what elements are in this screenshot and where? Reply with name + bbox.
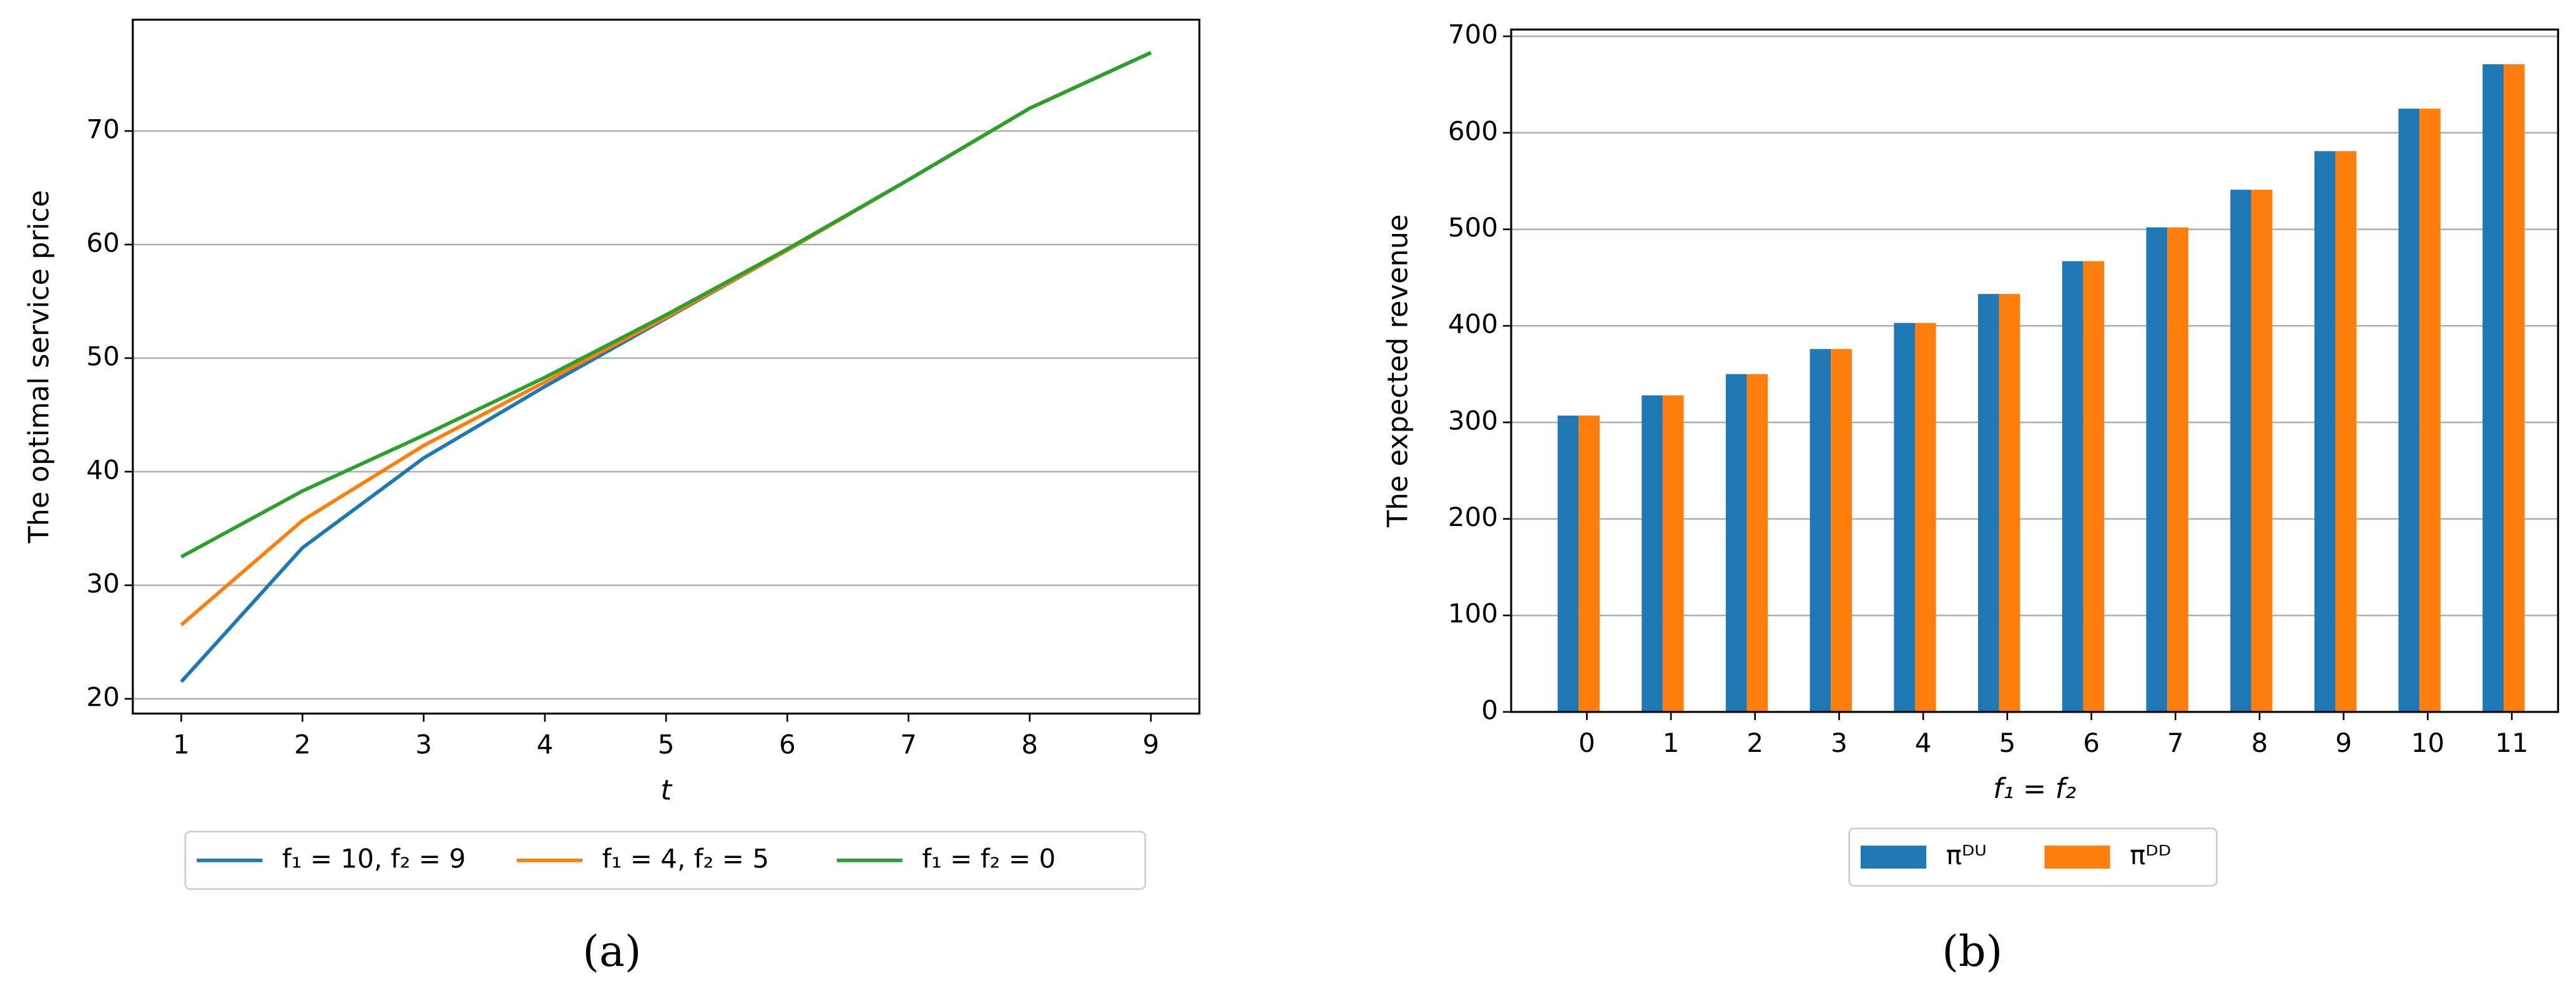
- x-tick-label: 9: [2335, 728, 2352, 758]
- x-tick-label: 4: [1915, 728, 1932, 758]
- bar: [2251, 190, 2273, 712]
- bar: [1915, 323, 1936, 712]
- bar: [1557, 416, 1579, 712]
- y-tick-label: 500: [1448, 212, 1498, 243]
- x-tick-label: 1: [1663, 728, 1680, 758]
- line: [180, 51, 1152, 558]
- bar: [2314, 151, 2336, 712]
- x-tick-label: 2: [1746, 728, 1763, 758]
- y-tick-label: 70: [86, 114, 120, 144]
- bar: [1662, 395, 1684, 712]
- plot-frame: [1510, 28, 2559, 713]
- y-tick-label: 100: [1448, 598, 1498, 629]
- legend-label: πᴰᵁ: [1946, 840, 1987, 870]
- line: [180, 51, 1152, 683]
- bar: [2335, 151, 2357, 712]
- x-tick-label: 1: [173, 729, 190, 760]
- panel-label: (b): [1942, 927, 2002, 977]
- legend-patch: [1860, 845, 1927, 869]
- y-tick-label: 60: [86, 227, 120, 258]
- legend-box: [1848, 827, 2218, 887]
- y-axis-label: The optimal service price: [23, 190, 56, 544]
- bar: [1999, 294, 2020, 712]
- bar: [1831, 349, 1852, 712]
- x-tick-label: 6: [2083, 728, 2100, 758]
- y-tick-label: 700: [1448, 19, 1498, 50]
- y-tick-label: 300: [1448, 405, 1498, 436]
- legend-label: f₁ = 4, f₂ = 5: [602, 843, 769, 874]
- y-tick-label: 200: [1448, 502, 1498, 532]
- x-tick-label: 9: [1142, 729, 1159, 760]
- bar: [1579, 416, 1600, 712]
- bar: [2419, 109, 2441, 712]
- legend-box: [184, 831, 1147, 890]
- x-tick-label: 10: [2411, 728, 2445, 758]
- bar: [1725, 374, 1747, 712]
- x-axis-label: f₁ = f₂: [1993, 772, 2076, 805]
- panel-label: (a): [582, 927, 641, 977]
- bar: [1978, 294, 1999, 712]
- x-axis-label: t: [660, 774, 672, 807]
- bar: [1894, 323, 1916, 712]
- plot-frame: [132, 18, 1201, 715]
- x-tick-label: 3: [415, 729, 432, 760]
- x-tick-label: 3: [1831, 728, 1848, 758]
- legend-label: πᴰᴰ: [2130, 840, 2171, 870]
- x-tick-label: 8: [1021, 729, 1038, 760]
- y-tick-label: 20: [86, 681, 120, 712]
- y-tick-label: 0: [1481, 694, 1498, 725]
- bar: [1810, 349, 1831, 712]
- x-tick-label: 7: [2167, 728, 2184, 758]
- bar: [2398, 109, 2420, 712]
- x-tick-label: 11: [2495, 728, 2529, 758]
- x-tick-label: 8: [2251, 728, 2268, 758]
- legend-patch: [2044, 845, 2110, 869]
- bar: [2167, 227, 2188, 712]
- y-tick-label: 40: [86, 454, 120, 485]
- x-tick-label: 5: [658, 729, 675, 760]
- x-tick-label: 4: [537, 729, 554, 760]
- x-tick-label: 2: [294, 729, 311, 760]
- bar: [2230, 190, 2251, 712]
- y-tick-label: 400: [1448, 309, 1498, 339]
- y-tick-label: 30: [86, 568, 120, 598]
- bar: [2504, 64, 2525, 712]
- y-tick-label: 50: [86, 341, 120, 371]
- legend-label: f₁ = f₂ = 0: [922, 843, 1055, 874]
- bar: [2146, 227, 2168, 712]
- x-tick-label: 0: [1579, 728, 1595, 758]
- bar: [2482, 64, 2504, 712]
- bar: [2083, 261, 2105, 712]
- bar: [1642, 395, 1663, 712]
- x-tick-label: 7: [900, 729, 917, 760]
- line: [180, 51, 1152, 626]
- y-axis-label: The expected revenue: [1381, 214, 1414, 527]
- x-tick-label: 5: [1999, 728, 2015, 758]
- bar: [1746, 374, 1768, 712]
- bar: [2062, 261, 2084, 712]
- y-tick-label: 600: [1448, 115, 1498, 146]
- x-tick-label: 6: [779, 729, 796, 760]
- legend-label: f₁ = 10, f₂ = 9: [282, 843, 466, 874]
